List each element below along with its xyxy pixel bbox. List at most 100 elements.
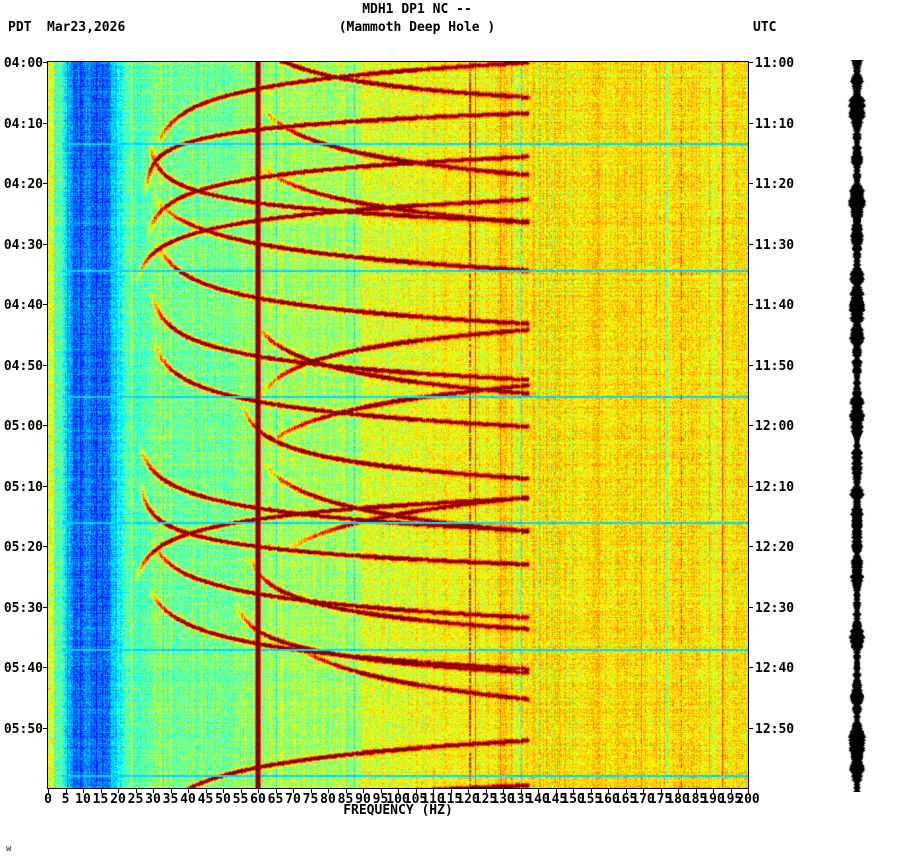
x-tick-label: 165: [613, 792, 638, 807]
right-tick-mark: [749, 183, 753, 184]
x-tick-label: 170: [631, 792, 655, 807]
x-tick-mark: [83, 789, 84, 793]
x-tick-mark: [450, 789, 452, 793]
x-tick-mark: [643, 789, 644, 793]
x-tick-mark: [188, 789, 189, 793]
right-time-label: 11:40: [755, 298, 795, 313]
x-tick-label: 125: [473, 792, 498, 807]
x-tick-label: 85: [337, 792, 354, 807]
x-tick-label: 70: [285, 792, 301, 807]
left-time-label: 04:40: [3, 298, 43, 313]
x-tick-label: 50: [215, 792, 231, 807]
left-tick-mark: [43, 243, 47, 245]
x-tick-mark: [415, 789, 417, 793]
right-tick-mark: [749, 606, 753, 608]
x-tick-label: 200: [736, 792, 760, 807]
x-tick-label: 15: [92, 792, 109, 807]
left-tick-mark: [43, 425, 47, 426]
x-tick-mark: [118, 789, 119, 793]
x-tick-mark: [205, 789, 207, 793]
right-tick-mark: [749, 122, 753, 124]
x-tick-mark: [310, 789, 312, 793]
x-tick-label: 115: [438, 792, 463, 807]
x-tick-label: 40: [180, 792, 196, 807]
date-label: Mar23,2026: [47, 20, 126, 35]
x-tick-mark: [65, 789, 67, 793]
left-tick-mark: [43, 546, 47, 547]
right-tick-mark: [749, 546, 753, 547]
plot-subtitle: (Mammoth Deep Hole ): [338, 20, 496, 35]
x-tick-label: 180: [666, 792, 690, 807]
x-tick-label: 5: [61, 792, 70, 807]
x-tick-label: 25: [127, 792, 144, 807]
x-tick-mark: [345, 789, 347, 793]
right-time-label: 11:20: [755, 177, 795, 192]
x-tick-label: 155: [578, 792, 603, 807]
left-time-label: 05:40: [3, 661, 43, 676]
right-time-label: 11:30: [755, 237, 795, 253]
x-tick-label: 105: [403, 792, 428, 807]
x-tick-label: 140: [526, 792, 550, 807]
x-tick-mark: [503, 789, 504, 793]
x-tick-label: 120: [456, 792, 480, 807]
x-tick-label: 35: [162, 792, 179, 807]
spectrogram-canvas: [48, 62, 748, 788]
x-tick-label: 60: [250, 792, 266, 807]
amplitude-strip-canvas: [847, 60, 867, 792]
right-tick-mark: [749, 425, 753, 426]
x-tick-mark: [363, 789, 364, 793]
left-time-label: 04:10: [3, 116, 43, 132]
x-tick-label: 75: [302, 792, 319, 807]
left-tick-mark: [43, 304, 47, 305]
x-tick-mark: [573, 789, 574, 793]
left-tick-mark: [43, 122, 47, 124]
x-tick-label: 110: [421, 792, 445, 807]
x-tick-mark: [135, 789, 137, 793]
left-tick-mark: [43, 606, 47, 608]
x-tick-mark: [380, 789, 382, 793]
x-tick-mark: [485, 789, 487, 793]
right-tick-mark: [749, 62, 753, 63]
plot-frame: [47, 61, 749, 789]
x-tick-mark: [625, 789, 627, 793]
x-tick-mark: [730, 789, 732, 793]
right-time-label: 12:20: [755, 540, 795, 555]
left-time-label: 05:50: [3, 721, 43, 737]
x-tick-label: 90: [355, 792, 371, 807]
corner-mark: w: [6, 844, 12, 854]
right-tick-mark: [749, 485, 753, 487]
left-tick-mark: [43, 485, 47, 487]
x-tick-label: 10: [75, 792, 91, 807]
tz-right-label: UTC: [753, 20, 777, 35]
x-tick-label: 160: [596, 792, 620, 807]
x-tick-mark: [328, 789, 329, 793]
right-tick-mark: [749, 364, 753, 366]
right-time-label: 11:50: [755, 358, 795, 374]
left-time-label: 05:00: [3, 419, 43, 434]
x-tick-mark: [678, 789, 679, 793]
right-time-label: 12:50: [755, 721, 795, 737]
x-tick-label: 55: [232, 792, 249, 807]
right-time-label: 12:30: [755, 600, 795, 616]
left-tick-mark: [43, 62, 47, 63]
left-tick-mark: [43, 364, 47, 366]
x-tick-label: 145: [543, 792, 568, 807]
x-tick-mark: [275, 789, 277, 793]
left-tick-mark: [43, 667, 47, 668]
right-tick-mark: [749, 243, 753, 245]
x-tick-mark: [713, 789, 714, 793]
right-time-label: 12:00: [755, 419, 795, 434]
x-tick-label: 195: [718, 792, 743, 807]
x-tick-mark: [153, 789, 154, 793]
x-tick-mark: [468, 789, 469, 793]
left-tick-mark: [43, 727, 47, 729]
right-tick-mark: [749, 304, 753, 305]
left-time-label: 05:20: [3, 540, 43, 555]
x-tick-label: 0: [44, 792, 52, 807]
left-tick-mark: [43, 183, 47, 184]
right-time-label: 12:40: [755, 661, 795, 676]
left-time-label: 04:50: [3, 358, 43, 374]
left-time-label: 05:30: [3, 600, 43, 616]
x-axis-label: FREQUENCY (HZ): [343, 803, 453, 818]
